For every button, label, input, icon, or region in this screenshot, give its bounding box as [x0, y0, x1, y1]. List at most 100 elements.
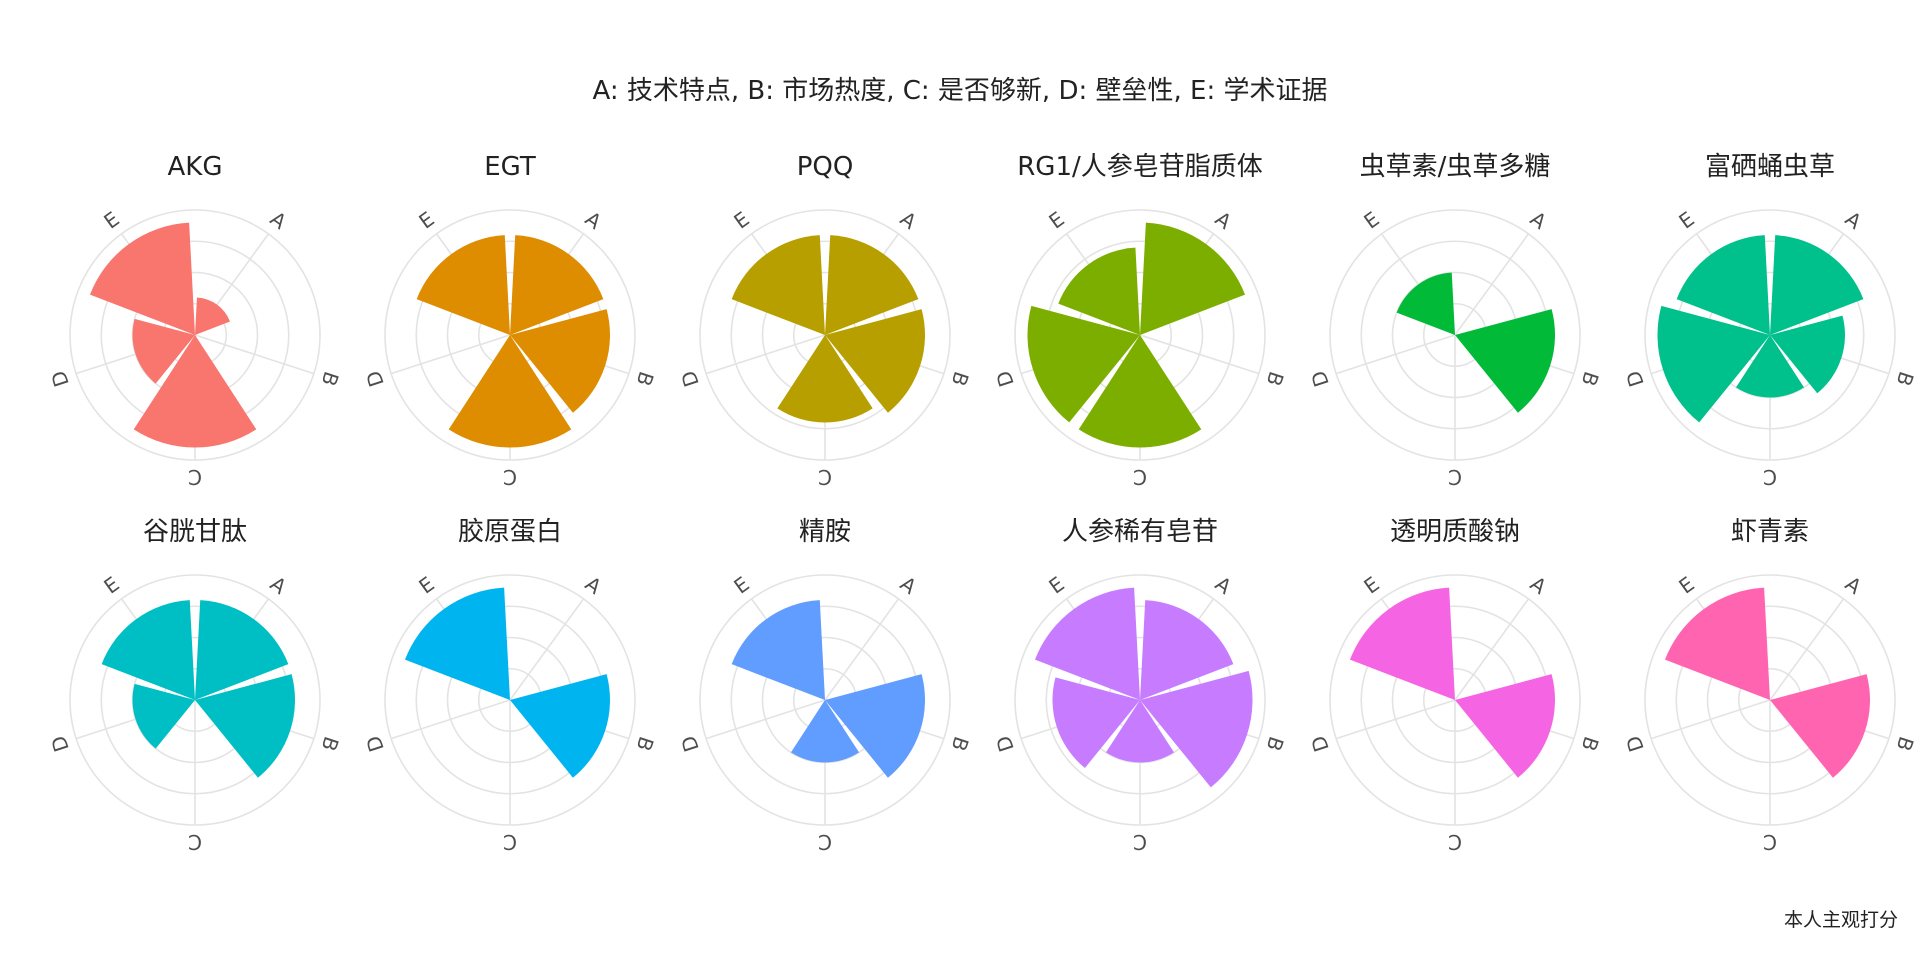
axis-label-E: E: [1359, 207, 1383, 234]
sector-A: [195, 297, 231, 335]
axis-label-D: D: [46, 733, 74, 755]
axis-label-A: A: [1526, 206, 1551, 234]
sector-E: [1396, 272, 1455, 335]
sector-A: [1140, 222, 1246, 335]
axis-label-E: E: [1674, 572, 1698, 599]
sector-E: [731, 235, 825, 335]
panel-title: 人参稀有皂苷: [1062, 517, 1218, 547]
axis-label-D: D: [361, 733, 389, 755]
grid-spoke: [509, 598, 585, 701]
axis-label-B: B: [1577, 369, 1604, 389]
sector-E: [404, 587, 510, 700]
axis-label-E: E: [1359, 572, 1383, 599]
axis-label-B: B: [1892, 369, 1919, 389]
sector-A: [1770, 235, 1864, 335]
panel-title: 虾青素: [1731, 517, 1809, 547]
axis-label-B: B: [947, 369, 974, 389]
sector-D: [1052, 677, 1140, 768]
sector-C: [777, 335, 873, 423]
axis-label-D: D: [1306, 733, 1334, 755]
sector-B: [1770, 674, 1870, 778]
grid-spoke: [390, 699, 511, 740]
axis-label-D: D: [676, 733, 704, 755]
panel-title: 胶原蛋白: [458, 517, 562, 547]
axis-label-D: D: [361, 368, 389, 390]
axis-label-E: E: [99, 207, 123, 234]
sector-C: [790, 700, 860, 763]
axis-label-D: D: [46, 368, 74, 390]
axis-label-C: C: [1448, 465, 1462, 489]
axis-label-D: D: [1621, 733, 1649, 755]
grid-spoke: [1139, 334, 1260, 375]
panel-title: AKG: [168, 152, 223, 182]
sector-E: [1058, 247, 1140, 335]
panel-7: 谷胱甘肽 A B C D E: [46, 517, 343, 854]
grid-spoke: [194, 334, 315, 375]
sector-C: [1105, 700, 1175, 763]
axis-label-A: A: [1211, 206, 1236, 234]
axis-label-C: C: [1763, 830, 1777, 854]
axis-label-A: A: [581, 206, 606, 234]
grid-spoke: [1335, 699, 1456, 740]
axis-label-A: A: [581, 571, 606, 599]
axis-label-A: A: [1841, 206, 1866, 234]
grid-spoke: [824, 598, 900, 701]
axis-label-D: D: [1306, 368, 1334, 390]
axis-label-C: C: [1133, 465, 1147, 489]
sector-B: [510, 309, 610, 413]
grid-spoke: [390, 334, 511, 375]
axis-label-B: B: [632, 734, 659, 754]
axis-label-C: C: [1133, 830, 1147, 854]
sector-B: [825, 309, 925, 413]
panel-2: EGT A B C D E: [361, 152, 658, 489]
sector-D: [1027, 305, 1140, 423]
panel-title: 富硒蛹虫草: [1705, 152, 1835, 182]
axis-label-E: E: [414, 572, 438, 599]
axis-label-A: A: [896, 206, 921, 234]
grid-spoke: [1335, 334, 1456, 375]
axis-label-A: A: [1526, 571, 1551, 599]
panel-title: 虫草素/虫草多糖: [1360, 152, 1551, 182]
axis-label-D: D: [991, 368, 1019, 390]
sector-E: [89, 222, 195, 335]
grid-spoke: [1769, 598, 1845, 701]
sector-A: [195, 600, 289, 700]
axis-label-A: A: [1841, 571, 1866, 599]
axis-label-C: C: [188, 830, 202, 854]
sector-B: [1455, 309, 1555, 413]
chart-caption: 本人主观打分: [1783, 909, 1898, 931]
axis-label-C: C: [818, 465, 832, 489]
panel-title: RG1/人参皂苷脂质体: [1017, 152, 1263, 182]
grid-spoke: [705, 334, 826, 375]
panel-8: 胶原蛋白 A B C D E: [361, 517, 658, 854]
sector-E: [1664, 587, 1770, 700]
sector-A: [510, 235, 604, 335]
axis-label-D: D: [676, 368, 704, 390]
sector-D: [1657, 305, 1770, 423]
grid-spoke: [705, 699, 826, 740]
axis-label-B: B: [317, 369, 344, 389]
panel-title: EGT: [484, 152, 536, 182]
sector-A: [825, 235, 919, 335]
sector-E: [1676, 235, 1770, 335]
axis-label-E: E: [1674, 207, 1698, 234]
axis-label-E: E: [729, 572, 753, 599]
panel-title: 谷胱甘肽: [143, 517, 247, 547]
sector-E: [101, 600, 195, 700]
axis-label-E: E: [1044, 207, 1068, 234]
axis-label-E: E: [1044, 572, 1068, 599]
sector-B: [195, 674, 295, 778]
sector-C: [1078, 335, 1202, 448]
axis-label-D: D: [1621, 368, 1649, 390]
sector-B: [510, 674, 610, 778]
grid-spoke: [1650, 699, 1771, 740]
grid-spoke: [1454, 598, 1530, 701]
axis-label-C: C: [1448, 830, 1462, 854]
axis-label-B: B: [947, 734, 974, 754]
panel-title: PQQ: [797, 152, 854, 182]
sector-B: [1455, 674, 1555, 778]
axis-label-A: A: [896, 571, 921, 599]
